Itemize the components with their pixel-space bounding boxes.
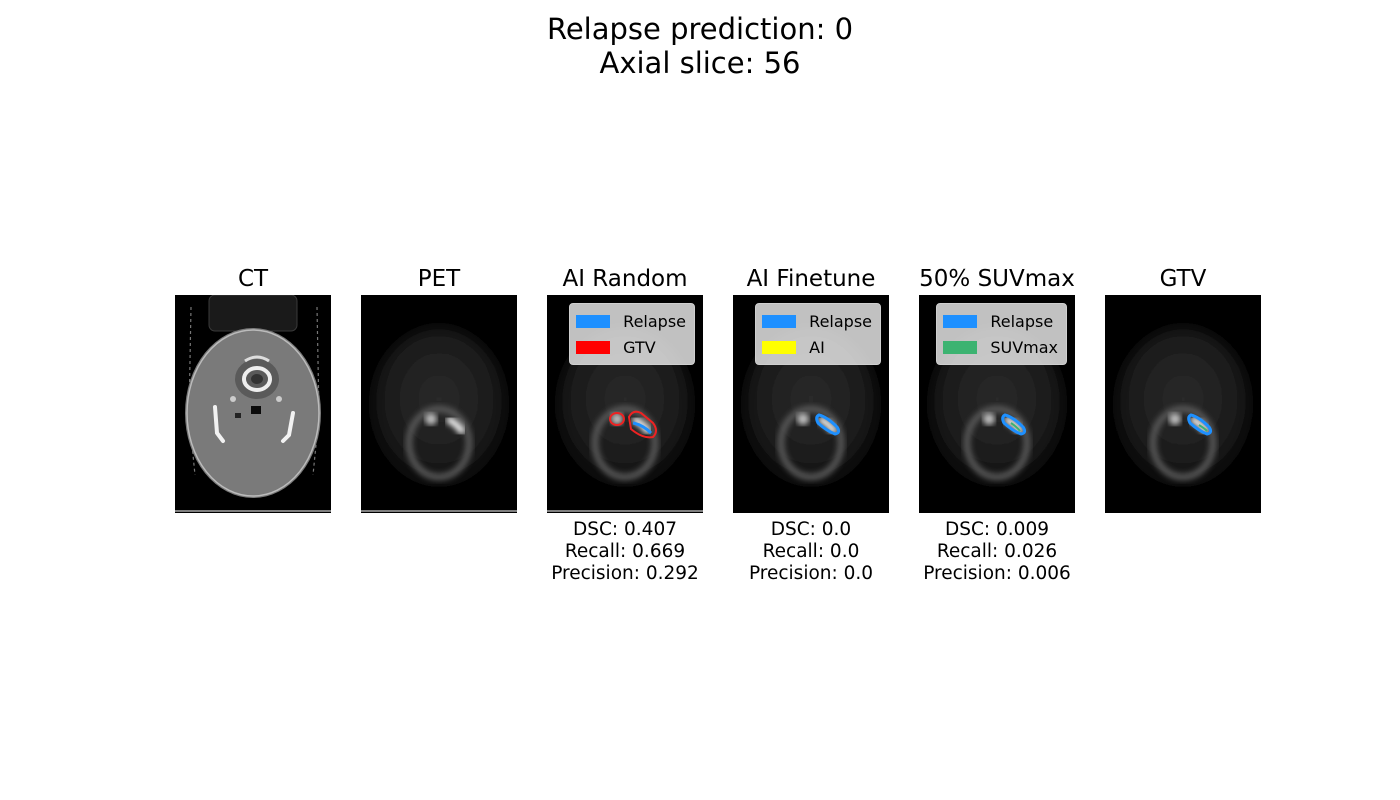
figure-subtitle: Axial slice: 56 [599,46,801,80]
legend-label: Relapse [623,311,686,331]
ai-random-image: Relapse GTV [547,295,703,513]
legend-entry-relapse: Relapse [762,308,872,334]
legend-entry-ai: AI [762,334,872,360]
recall-value: Recall: 0.669 [564,541,686,562]
panel-title: AI Finetune [746,266,876,292]
suvmax-image: Relapse SUVmax [919,295,1075,513]
dsc-value: DSC: 0.0 [770,519,852,540]
gtv-swatch [576,340,611,354]
suvmax-swatch [943,340,978,354]
legend-entry-gtv: GTV [576,334,686,360]
dsc-value: DSC: 0.407 [573,519,677,540]
recall-value: Recall: 0.026 [936,541,1058,562]
relapse-swatch [762,314,797,328]
legend: Relapse SUVmax [936,303,1067,365]
legend-label: Relapse [809,311,872,331]
legend-entry-relapse: Relapse [943,308,1058,334]
panel-title: 50% SUVmax [919,266,1075,292]
metrics: DSC: 0.407 Recall: 0.669 Precision: 0.29… [487,519,763,585]
panel-title: CT [237,266,269,292]
legend: Relapse AI [755,303,881,365]
recall-value: Recall: 0.0 [762,541,860,562]
dsc-value: DSC: 0.009 [945,519,1049,540]
panel-title: GTV [1159,266,1207,292]
relapse-swatch [576,314,611,328]
legend-label: Relapse [990,311,1054,331]
gtv-image [1105,295,1261,513]
ai-swatch [762,340,797,354]
precision-value: Precision: 0.006 [923,563,1071,584]
metrics: DSC: 0.0 Recall: 0.0 Precision: 0.0 [673,519,949,585]
relapse-swatch [943,314,978,328]
ct-image [175,295,331,513]
precision-value: Precision: 0.292 [551,563,699,584]
metrics: DSC: 0.009 Recall: 0.026 Precision: 0.00… [859,519,1135,585]
legend-entry-relapse: Relapse [576,308,686,334]
legend-label: AI [809,337,825,357]
panel-title: PET [417,266,461,292]
legend-label: SUVmax [990,337,1058,357]
legend-entry-suvmax: SUVmax [943,334,1058,360]
legend-label: GTV [623,337,656,357]
figure-title: Relapse prediction: 0 [546,12,854,46]
panel-title: AI Random [562,266,688,292]
pet-image [361,295,517,513]
legend: Relapse GTV [569,303,695,365]
precision-value: Precision: 0.0 [748,563,874,584]
ai-finetune-image: Relapse AI [733,295,889,513]
